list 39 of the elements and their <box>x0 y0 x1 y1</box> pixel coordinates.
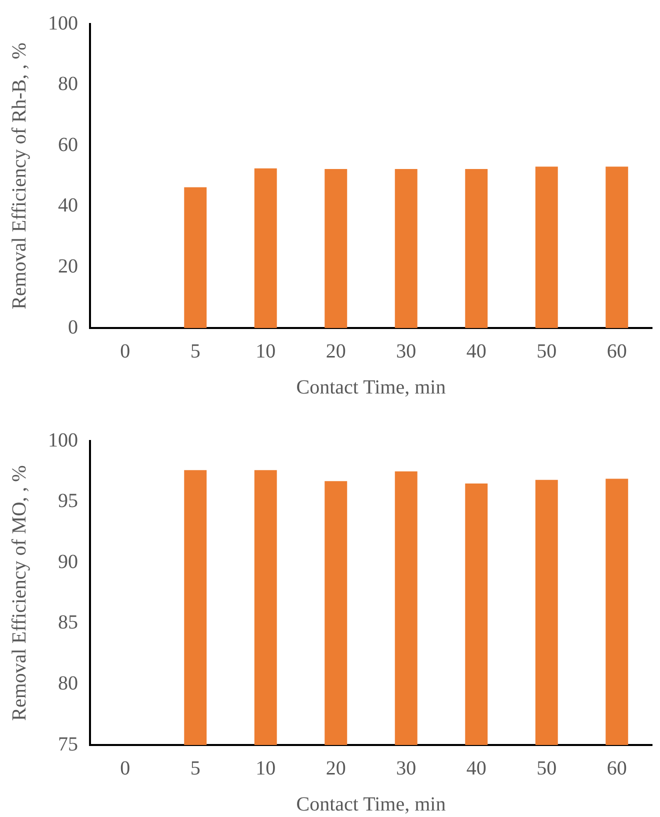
bar <box>535 166 558 328</box>
x-tick-label: 40 <box>466 757 486 780</box>
y-tick-label: 80 <box>58 672 78 694</box>
x-tick-label: 5 <box>190 340 200 362</box>
y-tick-label: 95 <box>58 490 78 512</box>
bar <box>394 169 418 328</box>
x-axis-title: Contact Time, min <box>296 376 446 398</box>
y-tick-label: 40 <box>58 194 78 217</box>
y-axis-title: Removal Efficiency of MO, , % <box>8 465 30 721</box>
x-tick-label: 50 <box>536 757 557 780</box>
x-tick-label: 0 <box>120 757 130 780</box>
x-tick-label: 30 <box>396 340 416 362</box>
y-tick-label: 80 <box>58 73 78 96</box>
y-tick-label: 60 <box>58 134 78 156</box>
bar <box>606 166 628 328</box>
x-tick-label: 10 <box>256 340 276 362</box>
bar <box>254 168 277 328</box>
bar <box>184 187 207 328</box>
x-tick-label: 20 <box>326 340 346 362</box>
y-tick-label: 0 <box>68 316 78 338</box>
y-tick-label: 90 <box>58 550 78 573</box>
x-tick-label: 30 <box>396 757 416 780</box>
x-tick-label: 20 <box>326 757 346 780</box>
x-tick-label: 60 <box>606 757 627 780</box>
y-tick-label: 85 <box>58 612 78 634</box>
x-tick-label: 10 <box>256 757 276 780</box>
x-tick-label: 5 <box>190 757 200 780</box>
x-axis-title: Contact Time, min <box>296 793 446 816</box>
y-tick-label: 20 <box>58 255 78 278</box>
bar <box>324 169 348 328</box>
y-tick-label: 100 <box>48 429 78 452</box>
x-tick-label: 60 <box>606 340 627 362</box>
y-tick-label: 75 <box>58 733 78 756</box>
x-tick-label: 0 <box>120 340 130 362</box>
x-tick-label: 40 <box>466 340 486 362</box>
y-axis-title: Removal Efficiency of Rh-B, , % <box>8 42 30 310</box>
y-tick-label: 100 <box>48 12 78 34</box>
bar <box>465 169 488 328</box>
x-tick-label: 50 <box>536 340 557 362</box>
